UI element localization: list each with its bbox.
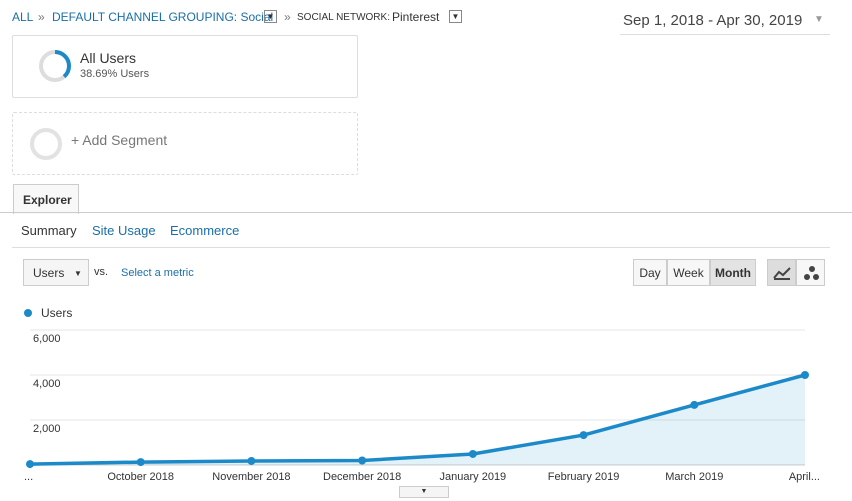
x-tick-label: December 2018: [323, 471, 401, 483]
x-tick-label: October 2018: [107, 471, 174, 483]
metric-selected[interactable]: Users: [33, 266, 65, 280]
x-tick-label: April...: [789, 471, 820, 483]
y-tick-label: 2,000: [33, 423, 61, 435]
period-button[interactable]: Day: [633, 259, 667, 286]
period-label[interactable]: Week: [673, 266, 704, 280]
tab-label[interactable]: Explorer: [23, 193, 72, 207]
dropdown-arrow[interactable]: ▼: [814, 14, 824, 25]
period-label[interactable]: Month: [715, 266, 751, 280]
ring-arc: [39, 50, 71, 82]
legend-marker: [24, 309, 32, 317]
segment-name: All Users: [80, 50, 137, 66]
add-segment-label[interactable]: + Add Segment: [71, 132, 168, 148]
area: [30, 375, 805, 465]
subtab[interactable]: Site Usage: [92, 223, 156, 238]
vs-label: vs.: [94, 266, 109, 278]
date-picker[interactable]: Sep 1, 2018 - Apr 30, 2019 ▼: [620, 10, 830, 35]
subtab-active[interactable]: Summary: [21, 223, 77, 238]
point: [801, 371, 809, 379]
segment-ring: [39, 50, 71, 82]
x-tick-label: March 2019: [665, 471, 723, 483]
period-button[interactable]: Week: [667, 259, 710, 286]
add-segment[interactable]: + Add Segment: [12, 112, 358, 175]
y-tick-label: 6,000: [33, 333, 61, 345]
metric-dropdown[interactable]: Users ▼: [23, 259, 89, 286]
x-tick-label: January 2019: [440, 471, 507, 483]
chart-expander[interactable]: ▼: [399, 486, 449, 498]
point: [690, 400, 699, 409]
period-button-active[interactable]: Month: [710, 259, 756, 286]
point: [136, 458, 145, 467]
breadcrumb-separator: »: [38, 10, 45, 24]
divider: [0, 212, 852, 213]
point: [468, 449, 477, 458]
breadcrumb-label: SOCIAL NETWORK:: [297, 12, 390, 23]
dropdown-toggle[interactable]: ▼: [264, 10, 277, 23]
legend-label: Users: [41, 306, 72, 320]
x-tick-label: ...: [24, 471, 33, 483]
y-tick-label: 4,000: [33, 378, 61, 390]
segment-card[interactable]: All Users 38.69% Users: [12, 35, 358, 98]
point: [579, 431, 588, 440]
point: [358, 456, 367, 465]
breadcrumb-separator: »: [284, 10, 291, 24]
dropdown-toggle[interactable]: ▼: [449, 10, 462, 23]
date-range[interactable]: Sep 1, 2018 - Apr 30, 2019: [623, 12, 803, 29]
x-tick-label: November 2018: [212, 471, 290, 483]
segment-ring: [30, 128, 62, 160]
motion-chart-toggle[interactable]: [796, 259, 825, 286]
segment-percent: 38.69% Users: [80, 68, 150, 80]
breadcrumb-link[interactable]: DEFAULT CHANNEL GROUPING: Social: [52, 10, 274, 24]
period-label[interactable]: Day: [639, 266, 661, 280]
subtab[interactable]: Ecommerce: [170, 223, 240, 238]
x-tick-label: February 2019: [548, 471, 620, 483]
breadcrumb-link[interactable]: ALL: [12, 10, 34, 24]
point: [247, 456, 256, 465]
divider: [12, 247, 830, 248]
point: [26, 460, 34, 469]
tab-active[interactable]: Explorer: [13, 184, 79, 214]
select-metric[interactable]: Select a metric: [121, 267, 194, 279]
line: [29, 373, 806, 466]
line-chart-toggle[interactable]: [767, 259, 796, 286]
breadcrumb-value: Pinterest: [392, 10, 440, 24]
